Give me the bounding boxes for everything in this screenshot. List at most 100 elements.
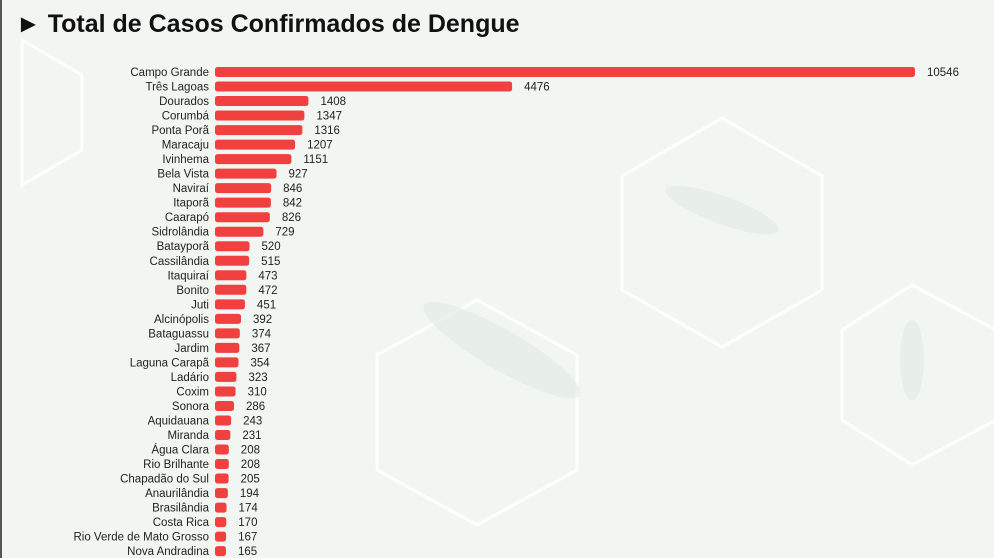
category-label: Sonora: [172, 401, 210, 413]
category-label: Itaquiraí: [167, 270, 209, 282]
bar: [215, 241, 250, 252]
value-label: 10546: [927, 67, 959, 79]
bar: [215, 328, 240, 339]
category-label: Juti: [191, 299, 209, 311]
value-label: 826: [282, 212, 301, 224]
value-label: 4476: [524, 82, 550, 94]
bar: [215, 342, 240, 353]
value-label: 205: [241, 474, 260, 486]
value-label: 1207: [307, 140, 333, 152]
bar: [215, 183, 272, 194]
value-label: 286: [246, 401, 265, 413]
value-label: 208: [241, 459, 260, 471]
category-label: Chapadão do Sul: [120, 474, 209, 486]
bar: [215, 81, 513, 92]
bar: [215, 197, 271, 208]
category-label: Bataguassu: [148, 328, 209, 340]
bar: [215, 299, 245, 310]
category-label: Alcinópolis: [154, 314, 209, 326]
bar: [215, 386, 236, 397]
value-label: 515: [261, 256, 280, 268]
category-label: Miranda: [167, 430, 209, 442]
bar: [215, 444, 229, 455]
category-label: Costa Rica: [153, 517, 210, 529]
mosquito-icon: [423, 185, 924, 400]
category-label: Campo Grande: [130, 67, 209, 79]
value-label: 208: [241, 445, 260, 457]
value-label: 354: [250, 357, 270, 369]
value-label: 1347: [316, 111, 342, 123]
bar: [215, 154, 292, 165]
bar: [215, 284, 247, 295]
category-label: Bonito: [176, 285, 209, 297]
category-label: Três Lagoas: [146, 82, 210, 94]
bar: [215, 371, 237, 382]
value-label: 927: [289, 169, 308, 181]
category-label: Cassilândia: [150, 256, 210, 268]
category-label: Ladário: [171, 372, 209, 384]
value-label: 165: [238, 546, 257, 558]
value-label: 472: [258, 285, 277, 297]
value-label: 451: [257, 299, 276, 311]
bar: [215, 255, 250, 266]
bar: [215, 96, 309, 107]
bar: [215, 415, 232, 426]
category-label: Batayporã: [157, 241, 210, 253]
category-label: Sidrolândia: [151, 227, 209, 239]
bar: [215, 313, 242, 324]
value-label: 729: [275, 227, 294, 239]
bar: [215, 531, 227, 542]
bar: [215, 488, 228, 499]
category-label: Naviraí: [173, 183, 210, 195]
category-label: Coxim: [176, 386, 209, 398]
value-label: 1151: [303, 154, 328, 166]
value-label: 323: [248, 372, 267, 384]
bar: [215, 546, 226, 557]
bar: [215, 139, 296, 150]
category-label: Bela Vista: [157, 169, 209, 181]
value-label: 231: [242, 430, 261, 442]
bar: [215, 357, 239, 368]
bar: [215, 212, 270, 223]
bar: [215, 502, 227, 513]
value-label: 520: [262, 241, 281, 253]
value-label: 842: [283, 198, 302, 210]
value-label: 167: [238, 532, 257, 544]
category-label: Aquidauana: [148, 415, 210, 427]
category-label: Rio Verde de Mato Grosso: [73, 532, 209, 544]
value-label: 374: [252, 328, 272, 340]
bar: [215, 110, 305, 121]
value-label: 846: [283, 183, 302, 195]
value-label: 473: [258, 270, 277, 282]
bar: [215, 430, 231, 440]
category-label: Nova Andradina: [127, 546, 209, 558]
category-label: Corumbá: [162, 111, 210, 123]
value-label: 194: [240, 488, 260, 500]
category-label: Rio Brilhante: [143, 459, 209, 471]
value-label: 1316: [314, 125, 340, 137]
category-label: Dourados: [159, 96, 209, 108]
bar: [215, 226, 264, 237]
value-label: 243: [243, 415, 262, 427]
value-label: 170: [238, 517, 257, 529]
bar: [215, 270, 247, 281]
value-label: 174: [239, 503, 259, 515]
value-label: 392: [253, 314, 272, 326]
bar: [215, 168, 277, 179]
bar: [215, 459, 229, 470]
category-label: Itaporã: [173, 198, 209, 210]
page-title: ► Total de Casos Confirmados de Dengue: [16, 10, 520, 38]
category-label: Caarapó: [165, 212, 209, 224]
category-label: Maracaju: [162, 140, 209, 152]
category-label: Brasilândia: [152, 503, 209, 515]
value-label: 1408: [320, 96, 346, 108]
value-label: 367: [251, 343, 270, 355]
category-label: Água Clara: [151, 444, 209, 457]
category-label: Ponta Porã: [151, 125, 209, 137]
value-label: 310: [248, 386, 267, 398]
bar: [215, 67, 915, 77]
category-label: Jardim: [174, 343, 209, 355]
bar: [215, 125, 303, 136]
